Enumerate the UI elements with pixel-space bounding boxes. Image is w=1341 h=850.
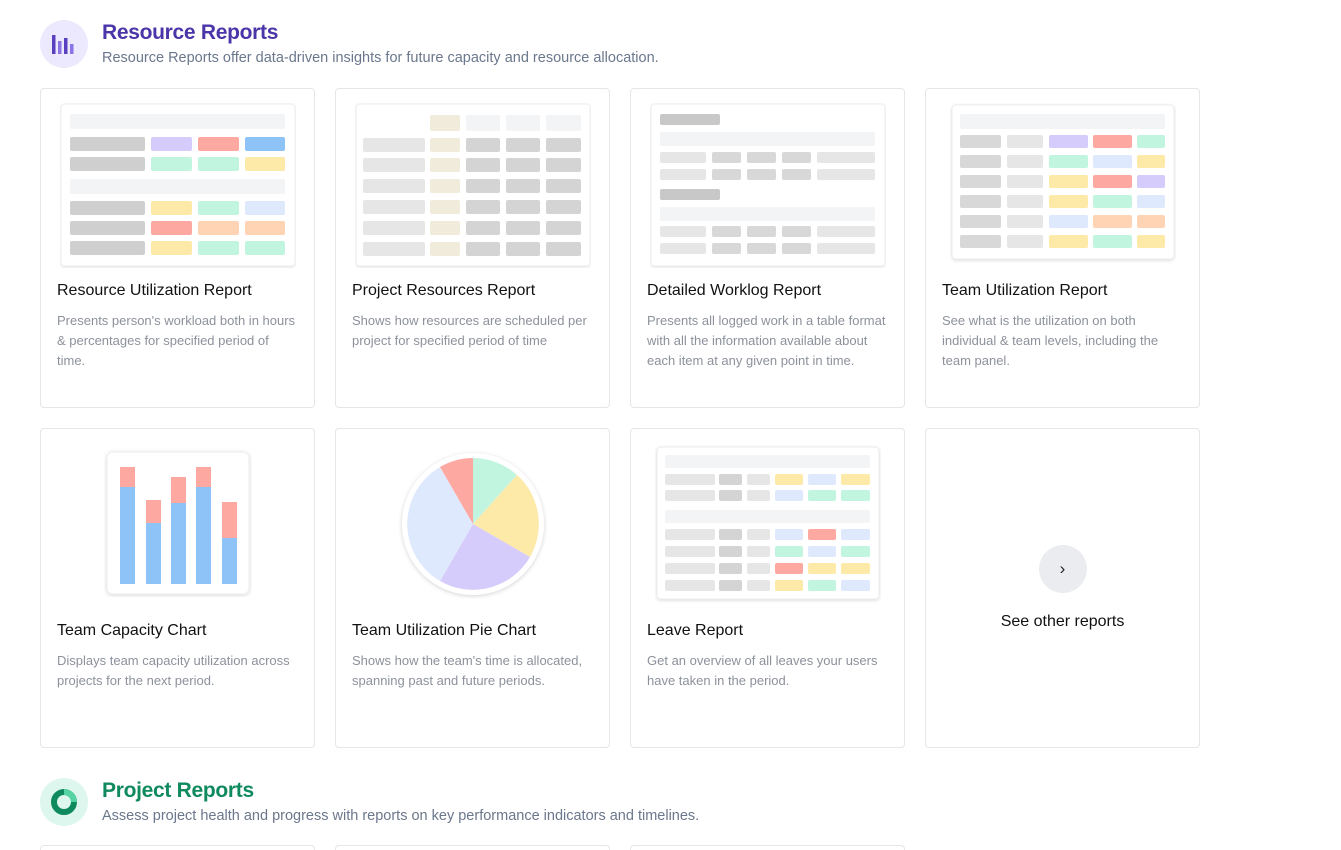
team-capacity-preview: [41, 449, 314, 619]
project-resources-thumbnail: [355, 103, 590, 267]
project-resources-preview: [336, 103, 609, 273]
card-title: Team Utilization Report: [942, 282, 1108, 299]
project-reports-header: Project Reports Assess project health an…: [40, 778, 699, 826]
detailed-worklog-report-card[interactable]: Detailed Worklog Report Presents all log…: [630, 88, 905, 408]
team-capacity-thumbnail: [106, 451, 249, 595]
card-description: See what is the utilization on both indi…: [942, 313, 1159, 368]
card-title: Detailed Worklog Report: [647, 282, 822, 299]
resource-reports-header: Resource Reports Resource Reports offer …: [40, 20, 659, 68]
card-title: Leave Report: [647, 622, 744, 639]
resource-reports-description: Resource Reports offer data-driven insig…: [102, 50, 659, 66]
project-reports-title: Project Reports: [102, 779, 254, 802]
project-report-card[interactable]: [335, 845, 610, 850]
team-utilization-report-card[interactable]: Team Utilization Report See what is the …: [925, 88, 1200, 408]
chevron-right-icon[interactable]: ›: [1038, 545, 1087, 593]
card-description: Presents person's workload both in hours…: [57, 313, 296, 368]
bar-chart-icon: [40, 20, 88, 68]
team-utilization-pie-thumbnail: [401, 453, 544, 595]
resource-utilization-thumbnail: [60, 103, 295, 267]
leave-report-card[interactable]: Leave Report Get an overview of all leav…: [630, 428, 905, 748]
leave-report-preview: [631, 445, 904, 615]
resource-reports-grid: Resource Utilization Report Presents per…: [40, 88, 1200, 748]
card-description: Presents all logged work in a table form…: [647, 313, 886, 368]
team-utilization-pie-chart-card[interactable]: Team Utilization Pie Chart Shows how the…: [335, 428, 610, 748]
project-report-card[interactable]: [630, 845, 905, 850]
card-title: Resource Utilization Report: [57, 282, 252, 299]
resource-reports-title: Resource Reports: [102, 21, 279, 44]
project-report-card[interactable]: [40, 845, 315, 850]
detailed-worklog-preview: [631, 103, 904, 273]
card-title: Project Resources Report: [352, 282, 536, 299]
donut-icon: [40, 778, 88, 826]
resource-utilization-preview: [41, 103, 314, 273]
team-utilization-thumbnail: [951, 104, 1174, 260]
leave-report-thumbnail: [656, 446, 879, 600]
project-reports-description: Assess project health and progress with …: [102, 808, 700, 824]
card-description: Get an overview of all leaves your users…: [647, 653, 878, 688]
project-resources-report-card[interactable]: Project Resources Report Shows how resou…: [335, 88, 610, 408]
team-utilization-preview: [926, 103, 1199, 273]
team-utilization-pie-preview: [336, 449, 609, 619]
card-description: Shows how the team's time is allocated, …: [352, 653, 583, 688]
detailed-worklog-thumbnail: [650, 103, 885, 267]
see-other-reports-card[interactable]: › See other reports: [925, 428, 1200, 748]
project-reports-grid: [40, 845, 1200, 850]
team-capacity-chart-card[interactable]: Team Capacity Chart Displays team capaci…: [40, 428, 315, 748]
see-other-reports-label: See other reports: [1000, 613, 1125, 630]
card-title: Team Utilization Pie Chart: [352, 622, 537, 639]
card-description: Displays team capacity utilization acros…: [57, 653, 290, 688]
card-title: Team Capacity Chart: [57, 622, 207, 639]
resource-utilization-report-card[interactable]: Resource Utilization Report Presents per…: [40, 88, 315, 408]
card-description: Shows how resources are scheduled per pr…: [352, 313, 587, 348]
